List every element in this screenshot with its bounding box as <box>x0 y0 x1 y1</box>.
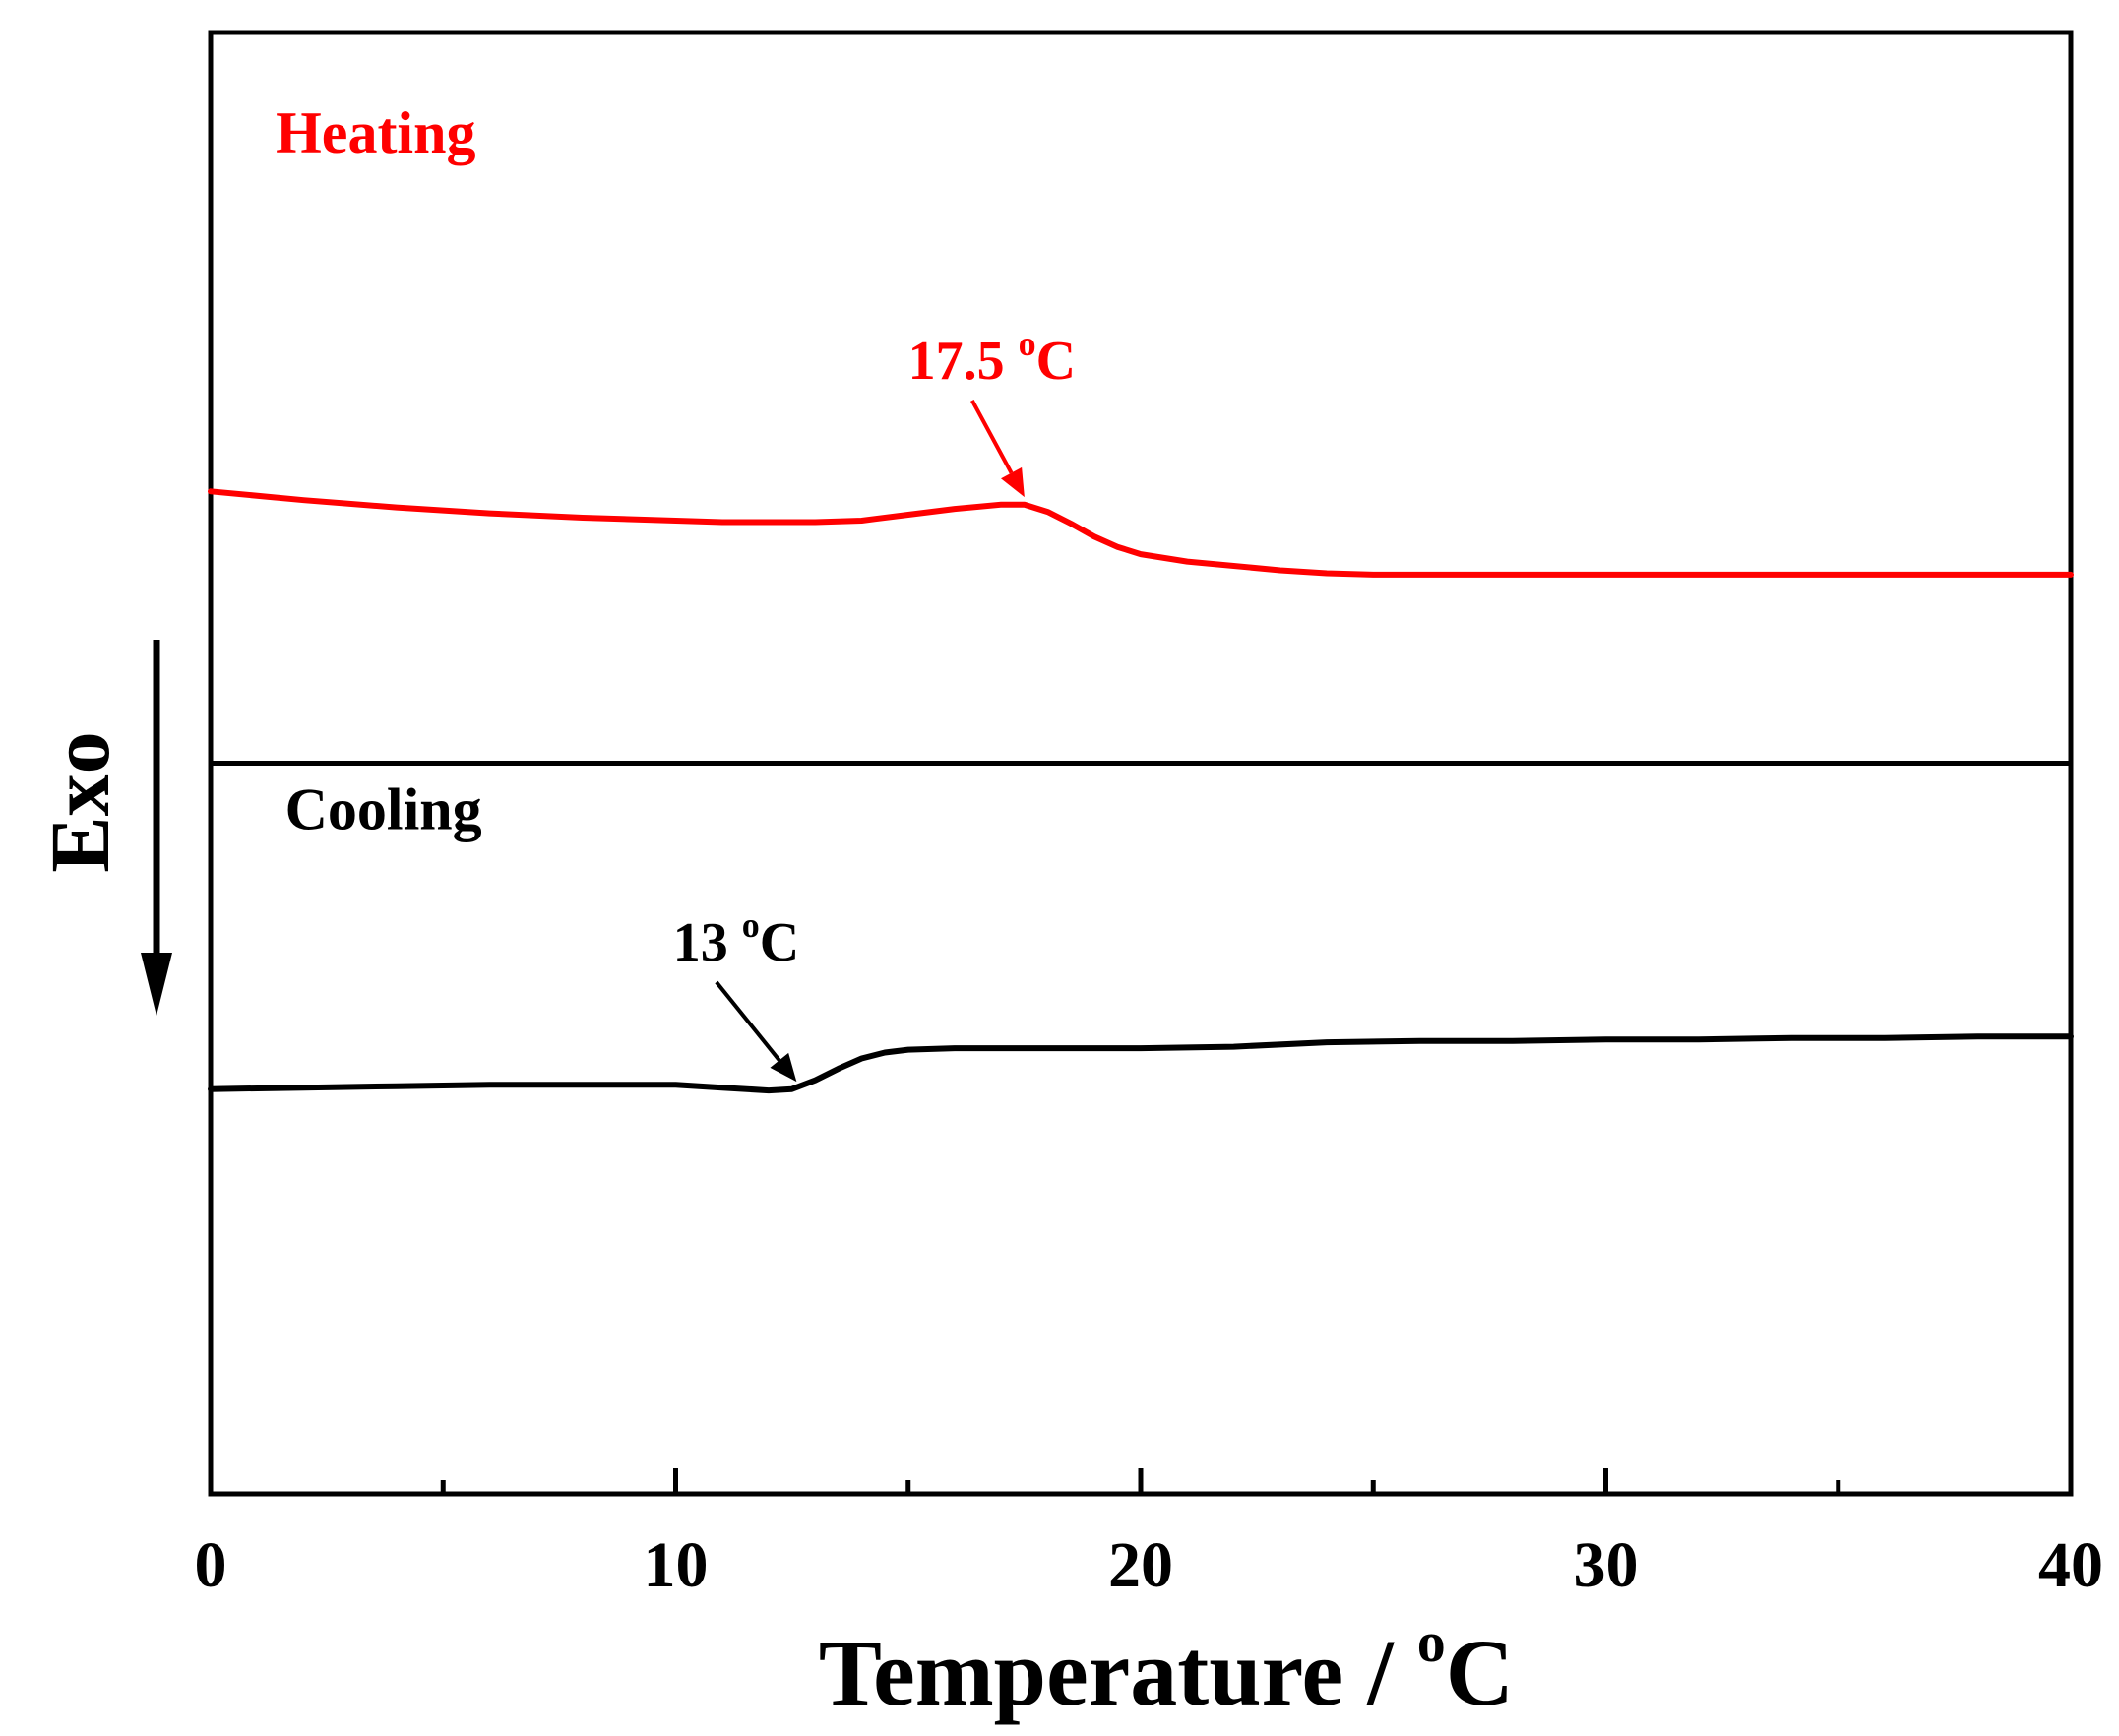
x-axis-label: Temperature / oC <box>819 1610 1514 1725</box>
cooling-peak-label: 13 oC <box>673 905 799 973</box>
x-axis-label-unit: C <box>1446 1620 1514 1725</box>
x-tick-label-20: 20 <box>1108 1529 1173 1601</box>
heating-label: Heating <box>276 100 475 165</box>
cooling-peak-value: 13 <box>673 912 742 973</box>
heating-peak-degree: o <box>1019 324 1036 363</box>
cooling-peak-arrowhead <box>770 1052 797 1083</box>
x-tick-label-10: 10 <box>644 1529 709 1601</box>
heating-peak-arrowhead <box>1001 466 1025 498</box>
y-axis-label: Exo <box>32 731 127 872</box>
cooling-peak-arrow <box>715 980 781 1062</box>
x-axis-label-text: Temperature / <box>819 1620 1417 1725</box>
heating-curve <box>208 488 2074 578</box>
cooling-peak-unit: C <box>760 912 799 973</box>
x-axis-tick-labels: 0 10 20 30 40 <box>195 1529 2104 1601</box>
cooling-label: Cooling <box>285 776 482 841</box>
cooling-peak-degree: o <box>742 905 760 945</box>
heating-peak-label: 17.5 oC <box>908 324 1076 392</box>
heating-peak-value: 17.5 <box>908 331 1019 392</box>
x-tick-label-30: 30 <box>1574 1529 1639 1601</box>
x-tick-label-0: 0 <box>195 1529 227 1601</box>
x-tick-label-40: 40 <box>2038 1529 2103 1601</box>
cooling-curve <box>208 1033 2074 1094</box>
x-axis-ticks <box>208 1468 2074 1494</box>
x-axis-label-degree: o <box>1417 1610 1446 1674</box>
heating-peak-arrow <box>970 399 1014 474</box>
heating-peak-unit: C <box>1036 331 1076 392</box>
exo-arrowhead <box>141 953 172 1016</box>
